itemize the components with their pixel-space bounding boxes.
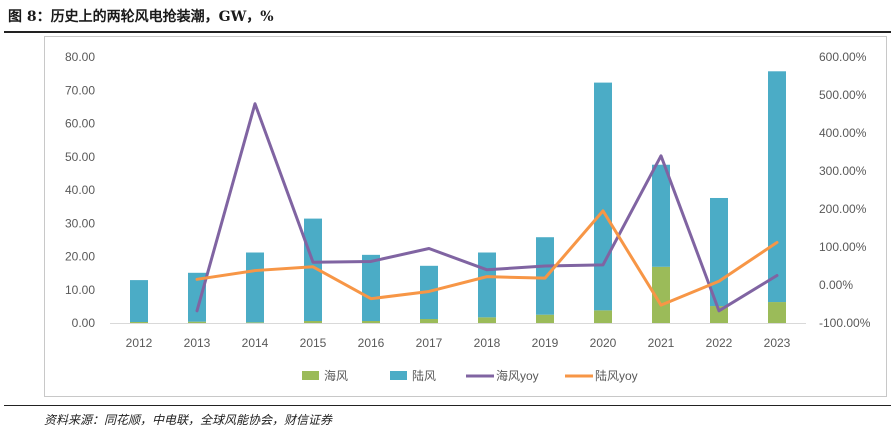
bar-offshore-2019 xyxy=(536,314,554,323)
bar-offshore-2017 xyxy=(420,319,438,323)
source-note: 资料来源：同花顺，中电联，全球风能协会，财信证券 xyxy=(44,413,333,427)
bar-onshore-2015 xyxy=(304,218,322,322)
y-left-tick-label: 60.00 xyxy=(65,117,95,131)
y-left-tick-label: 10.00 xyxy=(65,283,95,297)
x-tick-label: 2017 xyxy=(416,336,443,350)
x-tick-label: 2019 xyxy=(532,336,559,350)
y-left-tick-label: 0.00 xyxy=(72,316,96,330)
bar-offshore-2021 xyxy=(652,266,670,323)
legend-label-onshore-yoy: 陆风yoy xyxy=(595,368,638,383)
y-left-tick-label: 30.00 xyxy=(65,216,95,230)
y-right-tick-label: -100.00% xyxy=(819,316,871,330)
y-right-tick-label: 600.00% xyxy=(819,50,867,64)
bar-offshore-2023 xyxy=(768,302,786,323)
legend-swatch-offshore xyxy=(302,371,319,380)
x-tick-label: 2020 xyxy=(590,336,617,350)
x-tick-label: 2018 xyxy=(474,336,501,350)
bar-onshore-2021 xyxy=(652,164,670,267)
x-tick-label: 2023 xyxy=(764,336,791,350)
x-tick-label: 2013 xyxy=(184,336,211,350)
title-rule xyxy=(4,31,891,33)
x-tick-label: 2012 xyxy=(126,336,153,350)
source-rule xyxy=(4,405,891,406)
y-left-tick-label: 50.00 xyxy=(65,150,95,164)
y-right-tick-label: 0.00% xyxy=(819,278,853,292)
bar-onshore-2013 xyxy=(188,272,206,322)
line-onshore-yoy xyxy=(195,209,779,307)
chart-title: 图 8：历史上的两轮风电抢装潮，GW，% xyxy=(8,9,274,25)
chart-frame xyxy=(44,36,887,397)
y-left-tick-label: 20.00 xyxy=(65,250,95,264)
bar-offshore-2015 xyxy=(304,321,322,323)
bar-onshore-2018 xyxy=(478,252,496,318)
bar-offshore-2012 xyxy=(130,322,148,323)
y-left-tick-label: 70.00 xyxy=(65,83,95,97)
y-left-tick-label: 40.00 xyxy=(65,183,95,197)
bar-onshore-2012 xyxy=(130,280,148,323)
bar-onshore-2016 xyxy=(362,254,380,322)
bar-onshore-2014 xyxy=(246,252,264,323)
x-tick-label: 2015 xyxy=(300,336,327,350)
y-right-tick-label: 400.00% xyxy=(819,126,867,140)
y-right-tick-label: 300.00% xyxy=(819,164,867,178)
x-tick-label: 2016 xyxy=(358,336,385,350)
bar-offshore-2018 xyxy=(478,317,496,323)
bar-offshore-2022 xyxy=(710,306,728,323)
x-tick-label: 2022 xyxy=(706,336,733,350)
bar-offshore-2013 xyxy=(188,321,206,323)
y-right-tick-label: 500.00% xyxy=(819,88,867,102)
legend-label-onshore: 陆风 xyxy=(412,368,436,383)
y-right-tick-label: 200.00% xyxy=(819,202,867,216)
bar-offshore-2020 xyxy=(594,310,612,323)
bar-offshore-2014 xyxy=(246,322,264,323)
y-right-tick-label: 100.00% xyxy=(819,240,867,254)
legend-label-offshore-yoy: 海风yoy xyxy=(496,368,539,383)
y-left-tick-label: 80.00 xyxy=(65,50,95,64)
line-offshore-yoy xyxy=(195,102,779,313)
x-tick-label: 2021 xyxy=(648,336,675,350)
bar-onshore-2020 xyxy=(594,82,612,311)
legend-label-offshore: 海风 xyxy=(324,368,348,383)
legend-swatch-onshore xyxy=(390,371,407,380)
bar-onshore-2023 xyxy=(768,71,786,303)
x-tick-label: 2014 xyxy=(242,336,269,350)
bar-offshore-2016 xyxy=(362,321,380,323)
